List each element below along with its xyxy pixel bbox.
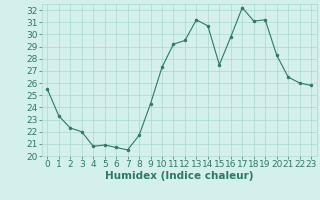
X-axis label: Humidex (Indice chaleur): Humidex (Indice chaleur)	[105, 171, 253, 181]
